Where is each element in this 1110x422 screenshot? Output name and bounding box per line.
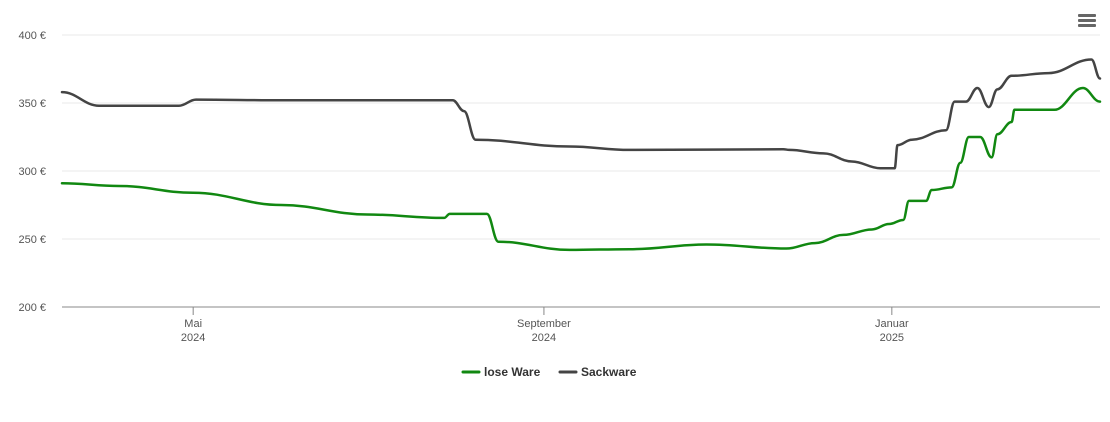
- chart-menu-icon[interactable]: [1078, 12, 1096, 30]
- x-tick-label: Mai: [184, 318, 202, 330]
- x-tick-label-year: 2024: [532, 332, 556, 344]
- y-tick-label: 200 €: [18, 302, 46, 314]
- x-tick-label-year: 2024: [181, 332, 205, 344]
- legend-label: Sackware: [581, 365, 637, 379]
- series-line-sackware: [60, 58, 1102, 170]
- y-tick-label: 300 €: [18, 166, 46, 178]
- legend-label: lose Ware: [484, 365, 541, 379]
- y-tick-label: 350 €: [18, 98, 46, 110]
- x-tick-label: September: [517, 318, 571, 330]
- x-tick-label-year: 2025: [880, 332, 904, 344]
- y-tick-label: 250 €: [18, 234, 46, 246]
- y-tick-label: 400 €: [18, 30, 46, 42]
- x-tick-label: Januar: [875, 318, 909, 330]
- series-line-lose-ware: [60, 86, 1102, 252]
